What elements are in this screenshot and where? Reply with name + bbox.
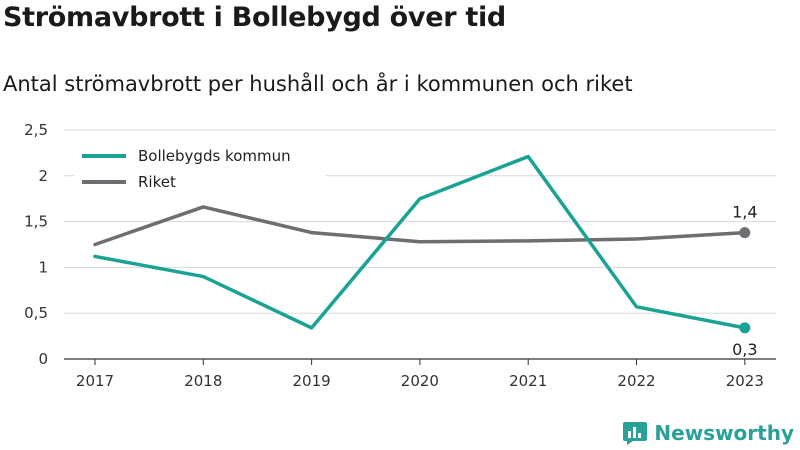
x-tick-label: 2021 [509, 372, 547, 390]
data-label: 1,4 [732, 203, 757, 222]
x-axis: 2017 2018 2019 2020 2021 2022 2023 [76, 359, 764, 390]
series-end-point [739, 322, 751, 334]
x-tick-label: 2019 [293, 372, 331, 390]
chart-subtitle: Antal strömavbrott per hushåll och år i … [3, 72, 633, 96]
series-lines: 1,4 0,3 [93, 154, 758, 359]
x-tick-label: 2018 [184, 372, 222, 390]
y-tick-label: 2 [38, 167, 48, 185]
bar-chart-logo-icon [623, 422, 648, 445]
legend-label: Bollebygds kommun [138, 147, 291, 165]
data-label: 0,3 [732, 340, 757, 359]
x-tick-label: 2020 [401, 372, 439, 390]
x-tick-label: 2023 [726, 372, 764, 390]
series-end-point [739, 227, 751, 239]
x-tick-label: 2022 [617, 372, 655, 390]
brand-logo: Newsworthy [622, 420, 794, 446]
legend-label: Riket [138, 173, 176, 191]
y-tick-label: 1,5 [24, 213, 48, 231]
x-tick-label: 2017 [76, 372, 114, 390]
y-axis-labels: 0 0,5 1 1,5 2 2,5 [24, 121, 48, 368]
series-line [93, 205, 747, 247]
chart-title: Strömavbrott i Bollebygd över tid [3, 2, 506, 33]
y-tick-label: 0,5 [24, 304, 48, 322]
y-tick-label: 1 [38, 258, 48, 276]
brand-name: Newsworthy [654, 421, 794, 445]
y-tick-label: 2,5 [24, 121, 48, 139]
legend-background [74, 142, 326, 196]
legend: Bollebygds kommun Riket [74, 142, 326, 196]
y-tick-label: 0 [38, 350, 48, 368]
series-line [93, 154, 747, 330]
